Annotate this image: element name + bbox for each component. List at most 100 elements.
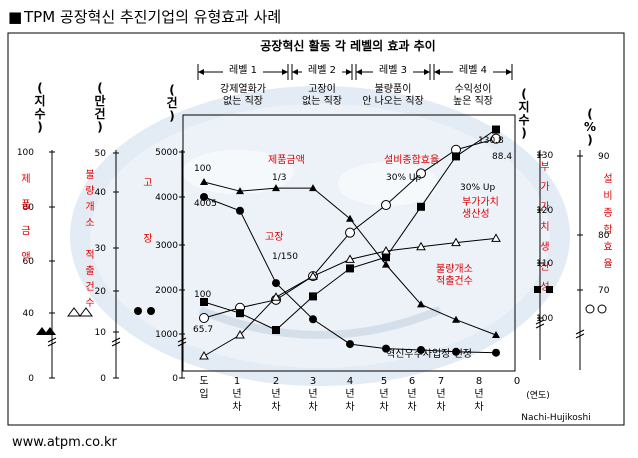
level-name: 레벨 3 (379, 64, 407, 76)
axis-title-char: 건 (94, 106, 105, 121)
axis-break (47, 341, 57, 347)
x-tick-label: 차 (308, 401, 317, 413)
axis-title-char: 만 (94, 93, 105, 108)
plot-area (182, 114, 516, 372)
level-label-bg (223, 61, 263, 77)
x-tick-label: 차 (436, 401, 445, 413)
data-point (452, 315, 460, 323)
legend-marker-filled-square (534, 286, 541, 293)
chart-title: 공장혁신 활동 각 레벨의 효과 추이 (260, 38, 435, 53)
axis-title-char: ( (587, 107, 592, 121)
axis-tick-label: 0 (100, 374, 106, 384)
title-bullet: ■ (8, 8, 22, 26)
axis-tick-label: 4000 (155, 193, 178, 203)
data-label: 1/150 (272, 252, 298, 262)
axis-name-char: 치 (540, 221, 549, 233)
axis-break (575, 329, 585, 335)
data-point (452, 347, 460, 356)
axis-tick-label: 5000 (155, 148, 178, 158)
level-name: 레벨 4 (459, 64, 487, 76)
axis-name-char: 성 (540, 281, 549, 293)
level-desc: 안 나오는 직장 (362, 95, 424, 107)
legend-marker-open-circle (585, 304, 595, 314)
axis-tick-label: 80 (23, 203, 35, 213)
axis-title-char: % (584, 120, 596, 134)
axis-title-char: 건 (166, 95, 177, 110)
axis-break (111, 337, 121, 343)
level-arrow-head-right (506, 69, 512, 75)
level-name: 레벨 1 (229, 64, 257, 76)
data-point (272, 326, 280, 334)
x-tick-label: 차 (345, 401, 354, 413)
level-desc: 높은 직장 (453, 95, 493, 107)
axis-name-char: 종 (603, 207, 612, 219)
level-label-bg (453, 61, 493, 77)
legend-marker-filled-triangle (36, 327, 48, 335)
data-point (416, 241, 426, 251)
axis-tick-label: 90 (598, 152, 610, 162)
axis-name-char: 합 (603, 224, 612, 236)
annotation: 불량개소 (436, 263, 473, 275)
x-tick-label: 차 (232, 401, 241, 413)
data-point (309, 315, 317, 324)
axes: (지수)1008060400제품금액(만건)50403020100불량개소적출건… (17, 81, 613, 384)
series-breakdown (200, 192, 500, 357)
chart-frame (7, 32, 625, 426)
axis-name-char: 소 (85, 217, 94, 229)
level-arrow-head-right (424, 69, 430, 75)
x-tick-label: 년 (436, 388, 445, 400)
x-tick-label: 년 (232, 388, 241, 400)
annotation: 부가가치 (462, 196, 499, 208)
axis-tick-label: 0 (28, 374, 34, 384)
axis-name-char: 효 (603, 241, 612, 253)
axis-title-char: 수 (34, 107, 45, 121)
data-point (235, 329, 245, 339)
data-point (416, 168, 426, 179)
x-tick-label: 차 (407, 401, 416, 413)
legend-marker-open-circle (597, 304, 607, 314)
data-point (236, 187, 244, 195)
axis-name-char: 품 (21, 199, 30, 211)
axis-tick-label: 80 (598, 231, 610, 241)
data-point (309, 292, 317, 301)
level-name: 레벨 2 (308, 64, 336, 76)
data-point (345, 227, 355, 238)
axis-title-char: 수 (518, 113, 529, 127)
data-point (345, 254, 355, 263)
x-tick-label: 4 (347, 376, 353, 387)
x-tick-label: 차 (271, 401, 280, 413)
data-labels: 100 1/3 4005 1/150 65.7 88.4 30% Up 30% Up 100 13… (193, 136, 512, 360)
axis-title-char: 지 (34, 93, 45, 108)
axis-name-char: 출 (85, 265, 94, 277)
data-point (346, 264, 354, 273)
data-point (308, 271, 318, 280)
data-point (382, 344, 390, 353)
axis-tick-label: 0 (172, 374, 178, 384)
annotation: 적출건수 (436, 275, 473, 287)
axis-break (177, 341, 187, 347)
x-tick-label: 8 (476, 376, 482, 387)
axis-name-char: 산 (540, 261, 549, 273)
data-point (381, 245, 391, 255)
axis-break (177, 337, 187, 343)
data-point (417, 300, 425, 308)
data-point (309, 184, 317, 192)
x-tick-label: 7 (438, 376, 444, 387)
axis-name-char: 제 (21, 173, 30, 185)
axis-name-char: 장 (143, 233, 152, 245)
axis-tick-label: 130 (536, 151, 553, 161)
axis-name-char: 수 (85, 297, 94, 309)
annotation: 고장 (265, 231, 283, 243)
x-tick-label: 2 (273, 376, 279, 387)
axis-name-char: 적 (85, 249, 94, 261)
level-label-bg (302, 61, 342, 77)
axis-name-char: 율 (603, 258, 612, 270)
legend-marker-open-triangle (67, 307, 81, 317)
axis-name-char: 고 (143, 178, 152, 189)
x-tick-label: 1 (234, 376, 240, 387)
x-tick-label: 년 (474, 388, 483, 400)
x-tick-label: 년 (407, 388, 416, 400)
legend-marker-filled-triangle (44, 327, 56, 335)
